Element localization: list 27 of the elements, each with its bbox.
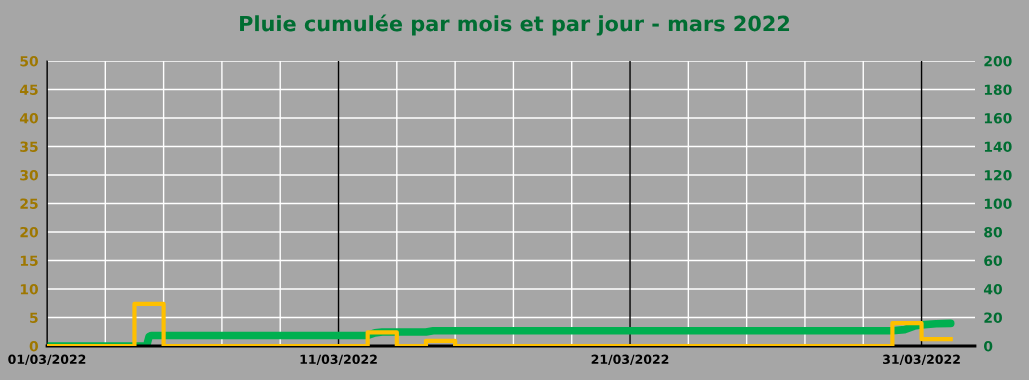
y2-tick-label: 0 bbox=[984, 340, 993, 352]
x-tick-label: 11/03/2022 bbox=[300, 354, 377, 365]
y-tick-label: 10 bbox=[20, 283, 38, 295]
y-tick-label: 5 bbox=[30, 312, 38, 323]
y-tick-label: 0 bbox=[29, 340, 38, 352]
y2-tick-label: 60 bbox=[984, 255, 1002, 266]
y2-tick-label: 200 bbox=[984, 55, 1012, 67]
y-tick-label: 25 bbox=[20, 198, 38, 209]
x-tick-label: 21/03/2022 bbox=[591, 354, 669, 365]
y2-tick-label: 20 bbox=[984, 312, 1002, 323]
y2-tick-label: 140 bbox=[984, 141, 1012, 152]
y-tick-label: 30 bbox=[20, 169, 38, 181]
y-tick-label: 40 bbox=[19, 112, 38, 124]
y-tick-label: 45 bbox=[19, 84, 38, 95]
y-tick-label: 15 bbox=[20, 255, 38, 266]
y2-tick-label: 120 bbox=[984, 169, 1012, 181]
y2-tick-label: 80 bbox=[984, 226, 1002, 238]
chart-title: Pluie cumulée par mois et par jour - mars 2022 bbox=[240, 14, 790, 36]
y-tick-label: 50 bbox=[20, 55, 38, 67]
y2-tick-label: 40 bbox=[983, 283, 1002, 295]
y-tick-label: 35 bbox=[20, 141, 38, 152]
y-tick-label: 20 bbox=[20, 226, 38, 238]
y2-tick-label: 160 bbox=[984, 112, 1012, 124]
y2-tick-label: 180 bbox=[984, 84, 1012, 95]
x-tick-label: 01/03/2022 bbox=[8, 354, 86, 365]
x-tick-label: 31/03/2022 bbox=[883, 354, 960, 365]
y2-tick-label: 100 bbox=[984, 198, 1012, 209]
